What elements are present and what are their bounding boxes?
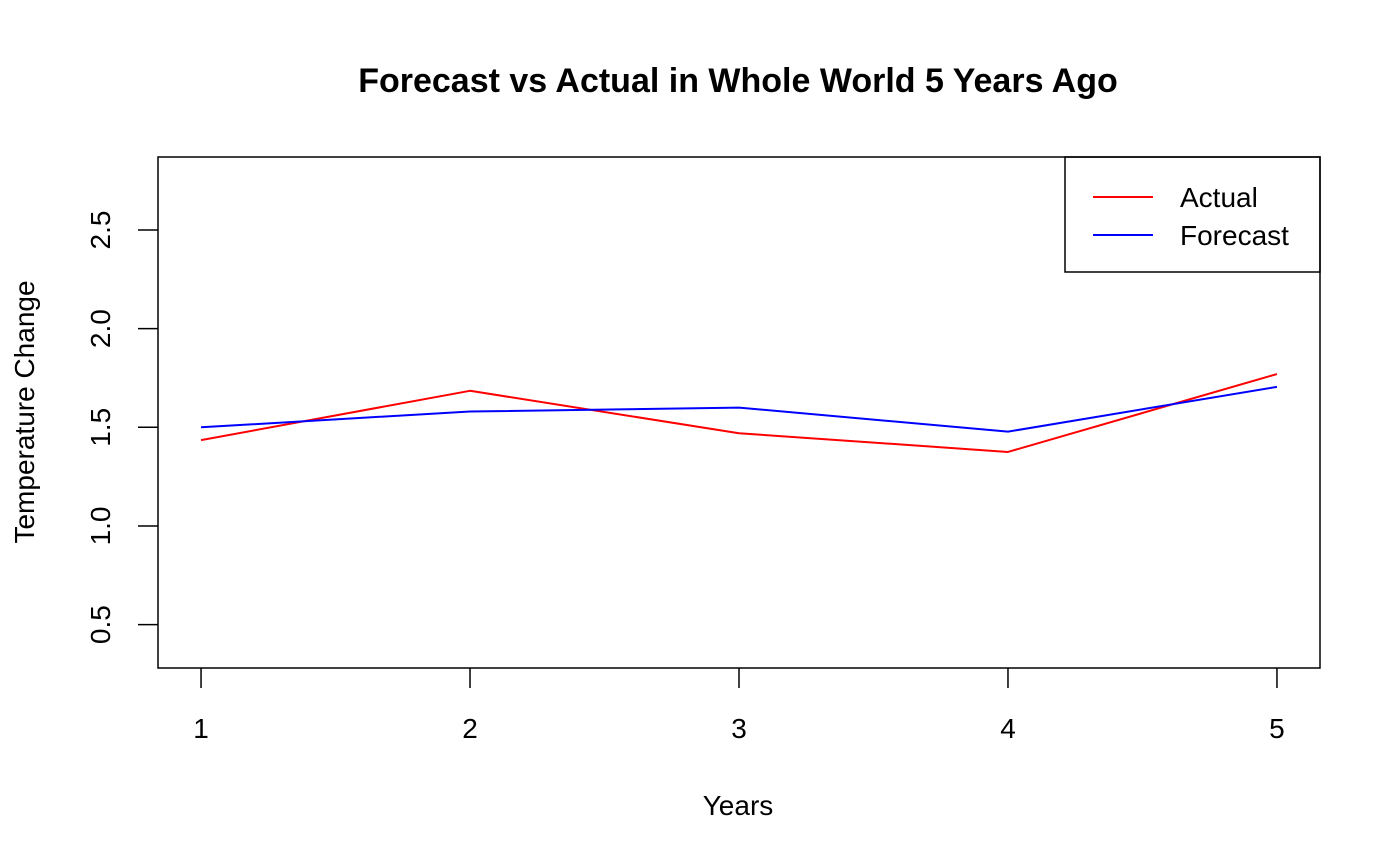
- x-tick-label-4: 4: [1000, 713, 1016, 744]
- x-axis: 1 2 3 4 5: [193, 668, 1285, 744]
- legend-box: [1064, 156, 1321, 273]
- chart-title: Forecast vs Actual in Whole World 5 Year…: [358, 62, 1118, 100]
- legend-label-actual: Actual: [1180, 182, 1258, 213]
- y-axis: 0.5 1.0 1.5 2.0 2.5: [85, 211, 158, 644]
- x-axis-label: Years: [703, 790, 774, 821]
- y-tick-label-5: 2.5: [85, 211, 116, 250]
- y-tick-label-2: 1.0: [85, 506, 116, 545]
- series-line-forecast: [200, 385, 1278, 433]
- x-tick-label-5: 5: [1269, 713, 1285, 744]
- y-tick-label-1: 0.5: [85, 605, 116, 644]
- legend-items: Actual Forecast: [1093, 182, 1289, 251]
- series-line-actual: [200, 373, 1278, 453]
- legend: Actual Forecast: [1064, 156, 1321, 273]
- y-tick-label-3: 1.5: [85, 408, 116, 447]
- x-tick-label-3: 3: [731, 713, 747, 744]
- x-tick-label-2: 2: [462, 713, 478, 744]
- legend-label-forecast: Forecast: [1180, 220, 1289, 251]
- x-tick-label-1: 1: [193, 713, 209, 744]
- y-axis-label: Temperature Change: [9, 280, 40, 543]
- series-layer: [200, 373, 1278, 453]
- y-tick-label-4: 2.0: [85, 309, 116, 348]
